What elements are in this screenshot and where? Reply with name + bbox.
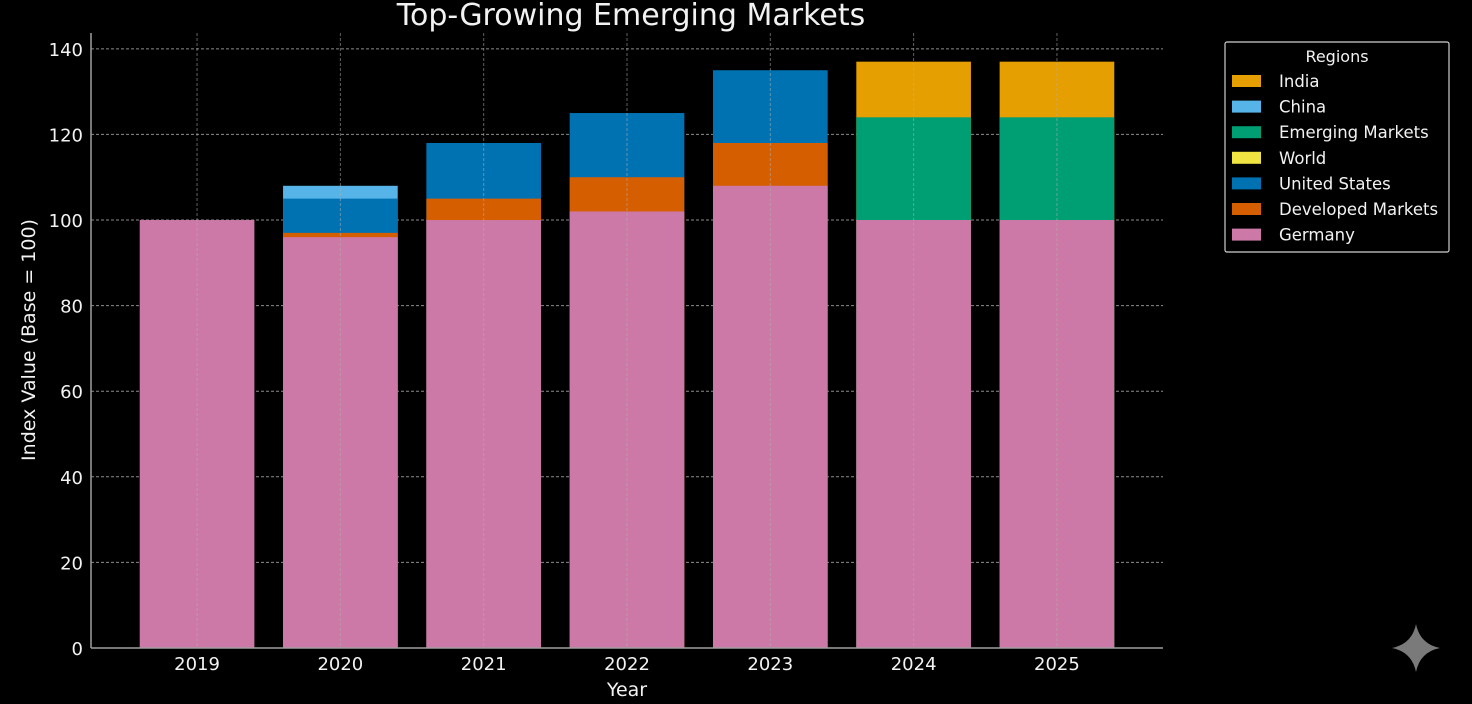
x-tick-label: 2025 [1034,654,1080,675]
y-tick-label: 120 [49,125,83,146]
legend-label: Emerging Markets [1279,123,1429,142]
vertical-grid [196,33,1058,648]
y-tick-label: 60 [60,382,83,403]
y-axis-label: Index Value (Base = 100) [18,219,40,461]
x-tick-label: 2024 [891,654,937,675]
legend-label: Developed Markets [1279,200,1438,219]
legend-label: India [1279,72,1320,91]
legend-label: United States [1279,174,1391,193]
legend: Regions India China Emerging Markets World Un… [1224,41,1450,253]
x-tick-label: 2020 [317,654,363,675]
x-axis-label: Year [606,679,647,701]
legend-swatch [1232,75,1261,87]
legend-swatch [1232,177,1261,190]
legend-label: World [1279,149,1326,168]
sparkle-icon [1392,624,1440,672]
legend-label: China [1279,98,1326,117]
legend-swatch [1232,100,1261,113]
x-tick-label: 2021 [461,654,507,675]
legend-swatch [1232,228,1261,241]
y-tick-label: 0 [72,639,83,660]
y-tick-label: 80 [60,297,83,318]
x-tick-label: 2022 [604,654,650,675]
legend-frame [1224,41,1450,253]
legend-label: Germany [1279,226,1355,245]
y-tick-label: 100 [49,211,83,232]
legend-swatch [1232,126,1261,139]
axes: 0 20 40 60 80 100 120 140 2019 2020 2021 2022 2023 20… [49,33,1163,675]
legend-title: Regions [1305,47,1368,66]
chart-title: Top-Growing Emerging Markets [396,0,865,33]
y-tick-label: 20 [60,553,83,574]
x-tick-label: 2019 [174,654,220,675]
y-tick-label: 140 [49,40,83,61]
x-tick-label: 2023 [747,654,793,675]
y-tick-label: 40 [60,468,83,489]
legend-swatch [1232,203,1261,215]
legend-swatch [1232,151,1261,164]
